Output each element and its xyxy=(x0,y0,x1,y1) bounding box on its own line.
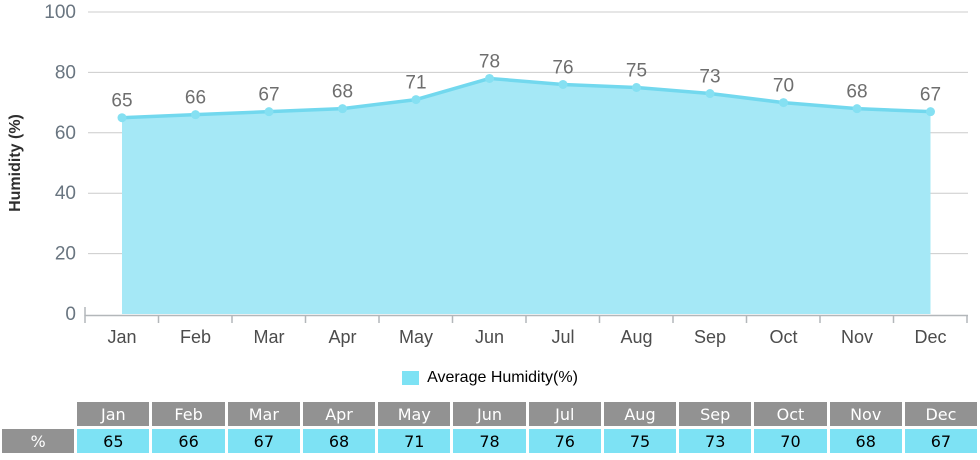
y-tick-label: 0 xyxy=(65,304,76,325)
table-value-cell: 67 xyxy=(904,429,978,453)
table-month-header: Sep xyxy=(679,402,752,426)
data-label: 66 xyxy=(185,88,206,109)
legend-label: Average Humidity(%) xyxy=(427,369,578,386)
data-label: 73 xyxy=(699,67,720,88)
table-value-cell: 67 xyxy=(227,429,300,453)
x-tick-label: May xyxy=(399,327,433,347)
data-point-marker xyxy=(558,79,568,89)
data-point-marker xyxy=(338,104,347,114)
table-value-row: % 65 66 67 68 71 78 76 75 73 70 68 67 xyxy=(2,429,978,453)
table-month-header: Jul xyxy=(528,402,601,426)
axis-label-layer: 0 20 40 60 80 100 Jan Feb Mar Apr May Jun Jul Aug Sep O… xyxy=(44,2,946,347)
table-value-cell: 68 xyxy=(829,429,902,453)
table-month-header: Jan xyxy=(77,402,150,426)
data-label: 65 xyxy=(111,91,132,112)
x-tick-label: Apr xyxy=(328,327,356,347)
table-month-header: Aug xyxy=(603,402,677,426)
data-point-marker xyxy=(852,104,862,114)
area-shape xyxy=(122,78,931,314)
table-month-header: Dec xyxy=(904,402,978,426)
table-row-label: % xyxy=(2,429,75,453)
data-label: 70 xyxy=(773,76,794,97)
table-value-cell: 70 xyxy=(754,429,827,453)
series-line xyxy=(120,76,933,120)
data-point-marker xyxy=(485,73,494,83)
data-label: 76 xyxy=(552,57,573,78)
table-month-header: Feb xyxy=(152,402,225,426)
data-label: 71 xyxy=(405,73,426,94)
table-header-row: Jan Feb Mar Apr May Jun Jul Aug Sep Oct … xyxy=(2,402,978,426)
data-point-marker xyxy=(632,83,641,92)
table-value-cell: 66 xyxy=(152,429,225,453)
table-month-header: Jun xyxy=(453,402,526,426)
table-value-cell: 68 xyxy=(302,429,376,453)
table-value-cell: 76 xyxy=(528,429,601,453)
table-value-cell: 73 xyxy=(679,429,752,453)
legend-swatch xyxy=(402,371,420,385)
data-label: 67 xyxy=(258,85,279,106)
table-month-header: Mar xyxy=(227,402,300,426)
table-value-cell: 65 xyxy=(77,429,150,453)
data-label: 75 xyxy=(626,61,647,82)
y-axis-title: Humidity (%) xyxy=(7,114,24,212)
x-tick-label: Jul xyxy=(551,327,574,347)
data-point-marker xyxy=(411,95,421,105)
y-tick-label: 40 xyxy=(55,183,76,204)
y-tick-label: 20 xyxy=(55,244,76,265)
table-value-cell: 75 xyxy=(603,429,677,453)
data-label: 67 xyxy=(920,85,941,106)
x-tick-label: Sep xyxy=(694,327,726,347)
y-tick-label: 100 xyxy=(44,2,76,23)
y-tick-label: 80 xyxy=(55,62,76,83)
data-point-marker xyxy=(264,107,274,117)
data-point-marker xyxy=(926,107,935,117)
table-month-header: Oct xyxy=(754,402,827,426)
table-value-cell: 78 xyxy=(453,429,526,453)
data-point-marker xyxy=(705,89,715,99)
series-layer: 65 66 67 68 71 78 76 75 73 70 68 67 xyxy=(111,51,941,314)
data-point-marker xyxy=(191,110,200,120)
table-corner-cell xyxy=(2,402,74,426)
table-month-header: May xyxy=(378,402,451,426)
humidity-area-chart: 65 66 67 68 71 78 76 75 73 70 68 67 0 20 40 60 80 100 Jan… xyxy=(7,2,968,347)
data-label: 78 xyxy=(479,51,500,72)
table-month-header: Apr xyxy=(302,402,376,426)
data-table: Jan Feb Mar Apr May Jun Jul Aug Sep Oct … xyxy=(2,402,978,456)
y-tick-label: 60 xyxy=(55,123,76,144)
x-tick-label: Jun xyxy=(475,327,504,347)
legend: Average Humidity(%) xyxy=(0,366,980,390)
data-label: 68 xyxy=(846,82,867,103)
table-month-header: Nov xyxy=(829,402,902,426)
x-tick-label: Nov xyxy=(841,327,873,347)
data-point-marker xyxy=(117,113,127,123)
table-value-cell: 71 xyxy=(378,429,451,453)
x-tick-label: Jan xyxy=(107,327,136,347)
x-tick-label: Feb xyxy=(180,327,211,347)
x-tick-label: Mar xyxy=(254,327,285,347)
data-point-marker xyxy=(779,98,788,108)
data-label: 68 xyxy=(332,82,353,103)
x-tick-label: Aug xyxy=(620,327,652,347)
x-tick-label: Dec xyxy=(914,327,946,347)
x-tick-label: Oct xyxy=(769,327,797,347)
